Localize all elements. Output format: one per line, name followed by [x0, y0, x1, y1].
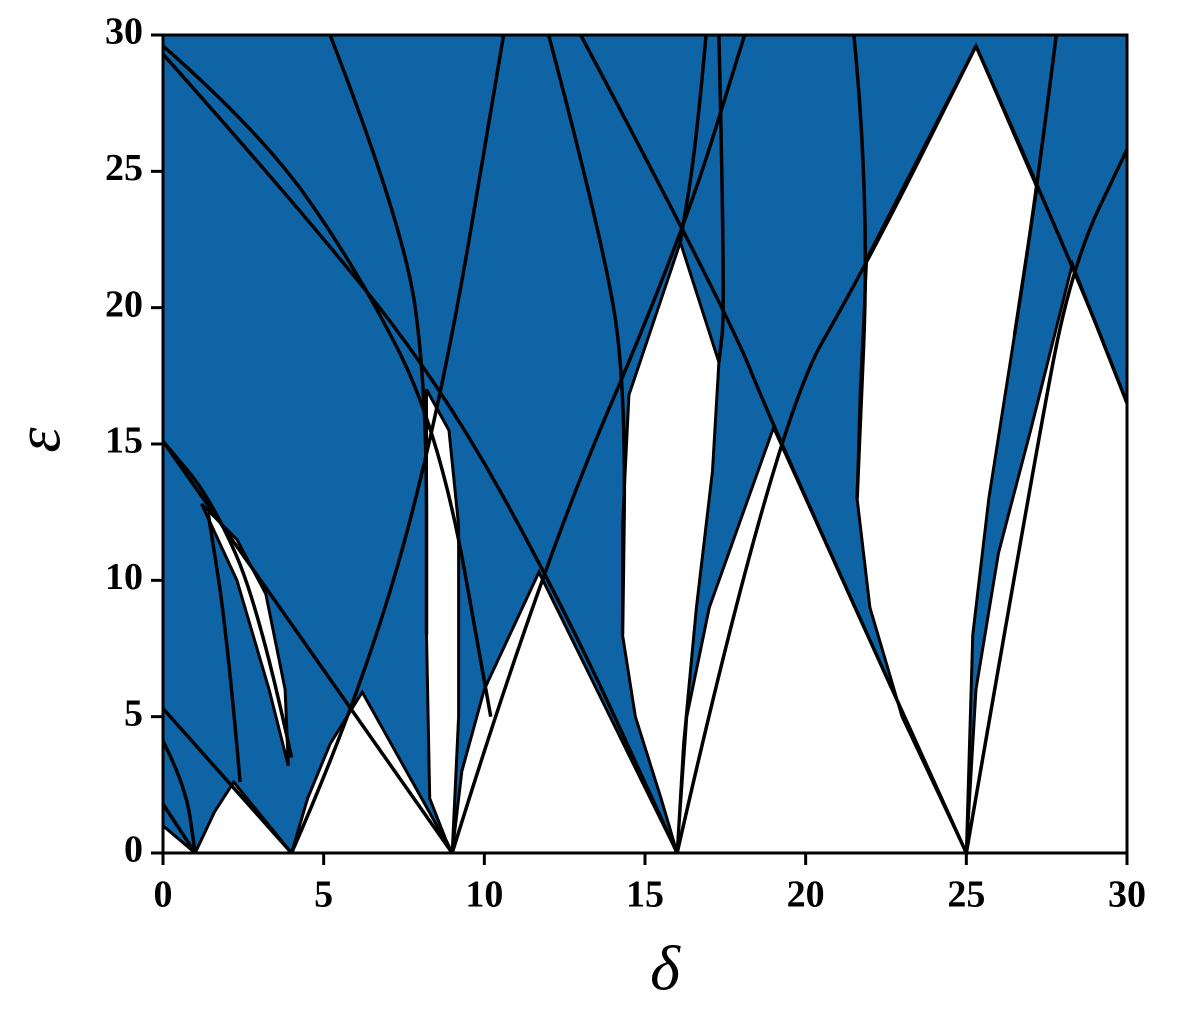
boundary-curve: [206, 511, 242, 783]
x-tick-label: 10: [465, 874, 503, 916]
y-tick-label: 30: [105, 11, 143, 53]
boundary-curve: [328, 34, 429, 635]
x-tick-label: 30: [1108, 874, 1146, 916]
x-tick-label: 0: [154, 874, 173, 916]
boundary-curve: [1012, 34, 1059, 336]
boundary-curve: [289, 34, 506, 854]
boundary-curve: [579, 34, 968, 854]
boundary-curve: [964, 148, 1129, 854]
y-tick-label: 25: [105, 147, 143, 189]
x-axis-label: δ: [650, 933, 681, 1004]
x-tick-label: 15: [626, 874, 664, 916]
boundary-curve: [161, 740, 197, 854]
boundary-curve: [161, 440, 454, 855]
y-tick-label: 5: [124, 692, 143, 734]
boundary-curve: [546, 34, 627, 635]
y-tick-label: 20: [105, 283, 143, 325]
boundary-curve: [161, 44, 493, 717]
boundary-curve: [161, 52, 679, 854]
x-tick-label: 5: [314, 874, 333, 916]
y-tick-label: 0: [124, 829, 143, 871]
x-tick-label: 20: [787, 874, 825, 916]
boundary-curve: [717, 34, 725, 363]
boundary-curve: [450, 34, 747, 854]
boundary-curve: [852, 34, 868, 499]
boundary-curve: [161, 802, 197, 854]
y-axis-label: ε: [3, 427, 74, 453]
boundary-curve: [161, 440, 294, 758]
y-tick-label: 15: [105, 420, 143, 462]
x-tick-label: 25: [947, 874, 985, 916]
boundary-curve: [974, 45, 1129, 404]
boundary-curve: [675, 45, 978, 854]
boundary-curve: [678, 34, 708, 243]
boundary-curve: [161, 707, 293, 855]
y-tick-label: 10: [105, 556, 143, 598]
